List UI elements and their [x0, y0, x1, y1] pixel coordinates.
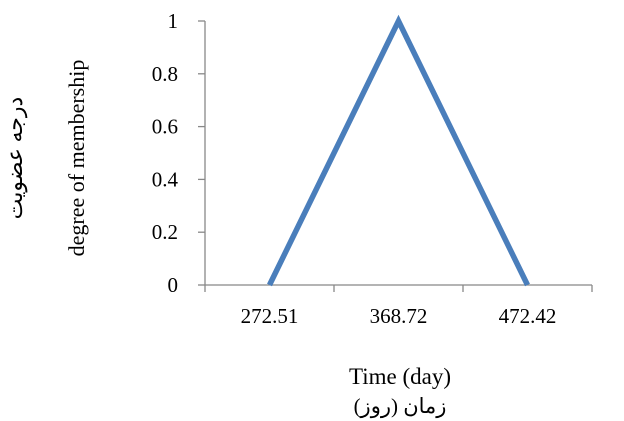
x-tick-label: 472.42 — [499, 304, 557, 328]
y-axis-label-fa: درجه عضویت — [2, 97, 28, 220]
series-line — [267, 14, 530, 287]
x-ticks: 272.51 368.72 472.42 — [204, 285, 593, 328]
y-tick-label: 0.6 — [152, 115, 178, 139]
y-tick-label: 0 — [168, 273, 179, 297]
y-axis-label: degree of membership — [64, 60, 89, 257]
x-axis-label-fa: زمان (روز) — [354, 394, 447, 419]
y-tick-label: 0.8 — [152, 62, 178, 86]
y-ticks: 0 0.2 0.4 0.6 0.8 1 — [152, 9, 205, 297]
series-group — [267, 14, 530, 287]
y-tick-label: 1 — [168, 9, 179, 33]
axes — [204, 21, 592, 286]
x-tick-label: 272.51 — [241, 304, 299, 328]
x-axis-label: Time (day) — [349, 364, 451, 389]
y-tick-label: 0.2 — [152, 220, 178, 244]
y-tick-label: 0.4 — [152, 167, 179, 191]
x-tick-label: 368.72 — [370, 304, 428, 328]
